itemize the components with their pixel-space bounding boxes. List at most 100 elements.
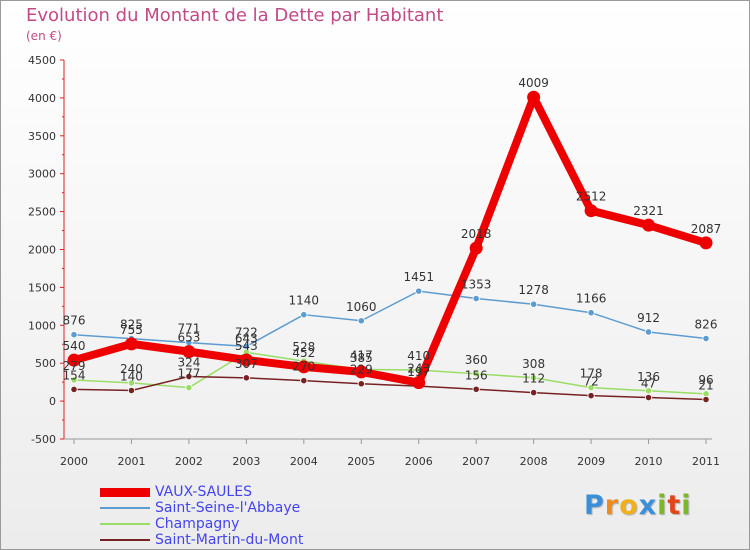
series-line (73, 351, 707, 395)
data-label: 1166 (576, 292, 607, 306)
data-label: 722 (235, 325, 258, 339)
data-label: 72 (583, 375, 598, 389)
data-label: 156 (465, 368, 488, 382)
y-tick-label: 4000 (28, 92, 56, 105)
data-label: 4009 (518, 76, 549, 90)
data-point (415, 287, 423, 295)
chart-subtitle: (en €) (26, 29, 62, 43)
data-label: 385 (350, 351, 373, 365)
legend-swatch (100, 487, 150, 497)
proxiti-logo: Proxiti (584, 490, 692, 521)
data-point (702, 395, 710, 404)
data-label: 1451 (403, 270, 434, 284)
data-point (412, 376, 426, 390)
data-label: 177 (177, 367, 200, 381)
x-tick-label: 2005 (347, 455, 375, 468)
data-label: 21 (698, 379, 713, 393)
data-label: 1278 (518, 283, 549, 297)
data-point (300, 311, 308, 319)
data-label: 154 (63, 368, 86, 382)
logo-letter: r (604, 490, 620, 521)
data-label: 452 (292, 346, 315, 360)
series-line (73, 290, 707, 348)
data-point (527, 90, 541, 104)
data-label: 2321 (633, 204, 664, 218)
legend-label: Saint-Martin-du-Mont (155, 532, 304, 548)
data-point (530, 300, 538, 308)
y-tick-label: 0 (49, 395, 56, 408)
data-point (472, 385, 480, 393)
y-tick-label: 4500 (28, 54, 56, 67)
data-label: 1060 (346, 300, 377, 314)
data-label: 240 (120, 362, 143, 376)
data-label: 270 (292, 360, 315, 374)
logo-letter: i (681, 490, 692, 521)
data-label: 543 (235, 339, 258, 353)
data-label: 178 (580, 367, 603, 381)
x-tick-label: 2006 (405, 455, 433, 468)
series-line (73, 375, 707, 401)
data-label: 1140 (289, 294, 320, 308)
logo-letter: o (619, 490, 639, 521)
data-point (642, 218, 656, 232)
data-label: 1353 (461, 278, 492, 292)
legend-label: Saint-Seine-l'Abbaye (155, 500, 301, 516)
data-point (354, 365, 368, 379)
y-tick-label: 500 (35, 357, 56, 370)
data-point (182, 345, 196, 359)
x-tick-label: 2007 (462, 455, 490, 468)
data-point (644, 393, 653, 402)
data-point (702, 334, 710, 343)
x-tick-label: 2003 (232, 455, 260, 468)
data-label: 2087 (691, 222, 722, 236)
x-tick-label: 2001 (117, 455, 145, 468)
data-label: 140 (120, 369, 143, 383)
y-tick-label: 3000 (28, 168, 56, 181)
data-point (699, 236, 713, 250)
logo-letter: t (667, 490, 682, 521)
data-point (469, 241, 483, 255)
legend-item: VAUX-SAULES (100, 484, 400, 500)
data-label: 825 (120, 318, 143, 332)
x-tick-label: 2002 (175, 455, 203, 468)
y-tick-label: 3500 (28, 130, 56, 143)
data-point (127, 386, 136, 395)
data-point (357, 380, 365, 388)
data-point (587, 392, 595, 400)
data-label: 308 (522, 357, 545, 371)
data-point (127, 379, 136, 387)
data-point (472, 370, 480, 378)
legend-item: Saint-Seine-l'Abbaye (100, 500, 400, 516)
x-tick-label: 2004 (290, 455, 318, 468)
y-tick-label: 2500 (28, 206, 56, 219)
legend-swatch (100, 523, 150, 525)
data-label: 912 (637, 311, 660, 325)
chart-title: Evolution du Montant de la Dette par Hab… (26, 5, 444, 26)
data-point (185, 384, 193, 392)
data-label: 410 (407, 349, 430, 363)
data-label: 755 (120, 323, 143, 337)
data-point (587, 309, 595, 317)
data-point (242, 374, 250, 382)
x-tick-label: 2000 (60, 455, 88, 468)
data-point (644, 328, 653, 336)
legend-swatch (100, 507, 150, 509)
x-tick-label: 2009 (577, 455, 605, 468)
data-point (530, 389, 538, 397)
x-tick-label: 2008 (520, 455, 548, 468)
data-point (530, 374, 538, 382)
logo-letter: i (657, 490, 668, 521)
data-label: 112 (522, 372, 545, 386)
data-point (67, 353, 81, 367)
logo-letter: P (584, 490, 605, 521)
data-point (70, 385, 78, 394)
data-label: 197 (407, 365, 430, 379)
legend: VAUX-SAULES Saint-Seine-l'Abbaye Champagny… (100, 484, 400, 548)
data-point (357, 317, 365, 325)
data-label: 643 (235, 331, 258, 345)
x-tick-label: 2010 (635, 455, 663, 468)
data-label: 229 (350, 363, 373, 377)
data-label: 324 (177, 356, 200, 370)
